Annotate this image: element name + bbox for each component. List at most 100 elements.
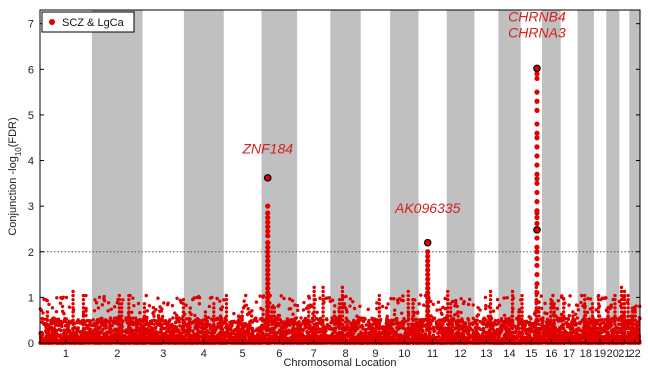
- snp-point: [71, 322, 75, 326]
- snp-point: [240, 314, 244, 318]
- snp-point: [152, 339, 156, 343]
- snp-point: [103, 318, 108, 322]
- snp-point: [71, 293, 75, 298]
- snp-point: [441, 334, 445, 339]
- snp-point: [348, 297, 353, 301]
- snp-point: [117, 297, 122, 302]
- snp-point: [419, 336, 423, 341]
- snp-point: [374, 324, 378, 328]
- snp-point: [94, 301, 99, 305]
- snp-point: [371, 318, 375, 322]
- snp-point: [212, 322, 216, 326]
- snp-point: [93, 298, 97, 302]
- snp-point: [91, 318, 95, 322]
- snp-point: [92, 338, 97, 342]
- snp-point: [337, 310, 342, 314]
- snp-point: [45, 339, 50, 343]
- snp-point: [218, 326, 223, 331]
- snp-point: [321, 326, 325, 331]
- chr-shade-band: [91, 10, 143, 343]
- snp-point: [248, 320, 252, 324]
- snp-point: [142, 314, 147, 318]
- snp-point: [137, 327, 142, 332]
- snp-point: [162, 326, 166, 331]
- snp-point: [165, 334, 170, 338]
- snp-point: [351, 318, 356, 323]
- snp-point: [441, 326, 445, 331]
- snp-point: [184, 303, 188, 307]
- snp-point: [249, 314, 254, 318]
- snp-point: [340, 322, 345, 326]
- snp-point: [98, 325, 102, 329]
- snp-point: [81, 306, 86, 310]
- snp-point: [229, 340, 233, 345]
- snp-point: [303, 323, 307, 328]
- snp-point: [371, 339, 375, 343]
- snp-point: [411, 306, 415, 310]
- snp-point: [318, 296, 322, 300]
- snp-point: [324, 333, 329, 338]
- snp-point: [421, 330, 425, 334]
- snp-point: [270, 310, 274, 314]
- snp-point: [196, 331, 201, 335]
- chr-shade-band: [606, 10, 620, 343]
- snp-point: [377, 314, 382, 318]
- snp-point: [193, 335, 197, 339]
- snp-point: [327, 296, 332, 300]
- snp-point: [377, 322, 382, 326]
- snp-point: [418, 325, 422, 330]
- snp-point: [71, 297, 75, 302]
- snp-point: [254, 300, 259, 304]
- snp-point: [152, 310, 156, 314]
- snp-point: [162, 301, 166, 305]
- snp-point: [284, 336, 289, 341]
- snp-point: [170, 304, 175, 308]
- snp-point: [227, 324, 231, 329]
- snp-point: [312, 322, 316, 326]
- snp-point: [159, 331, 163, 335]
- snp-point: [127, 314, 131, 318]
- snp-point: [100, 322, 104, 327]
- snp-point: [203, 330, 208, 335]
- snp-point: [295, 303, 300, 308]
- snp-point: [64, 331, 69, 336]
- snp-point: [364, 331, 369, 335]
- snp-point: [81, 318, 86, 322]
- snp-point: [183, 312, 187, 316]
- snp-point: [307, 334, 311, 339]
- snp-point: [279, 320, 284, 324]
- snp-point: [127, 318, 131, 322]
- snp-point: [340, 306, 345, 310]
- snp-point: [40, 320, 44, 324]
- snp-point: [291, 326, 295, 331]
- snp-point: [366, 307, 370, 312]
- snp-point: [81, 293, 86, 298]
- snp-point: [371, 334, 375, 339]
- snp-point: [142, 302, 147, 306]
- snp-point: [57, 327, 61, 332]
- snp-point: [206, 334, 210, 339]
- snp-point: [312, 326, 316, 331]
- snp-point: [191, 329, 195, 333]
- snp-point: [233, 332, 238, 336]
- snp-point: [146, 332, 150, 336]
- snp-point: [321, 334, 325, 339]
- snp-point: [106, 309, 110, 313]
- snp-point: [298, 323, 302, 327]
- snp-point: [324, 317, 329, 321]
- snp-point: [108, 331, 113, 335]
- snp-point: [352, 306, 357, 311]
- snp-point: [321, 322, 325, 326]
- snp-point: [109, 307, 113, 311]
- snp-point: [377, 339, 382, 343]
- snp-point: [441, 339, 445, 343]
- snp-point: [44, 298, 48, 302]
- snp-point: [340, 297, 345, 302]
- snp-point: [345, 310, 349, 314]
- snp-point: [117, 322, 122, 326]
- snp-point: [332, 322, 337, 326]
- snp-point: [270, 334, 274, 339]
- snp-point: [337, 318, 342, 322]
- snp-point: [203, 339, 208, 343]
